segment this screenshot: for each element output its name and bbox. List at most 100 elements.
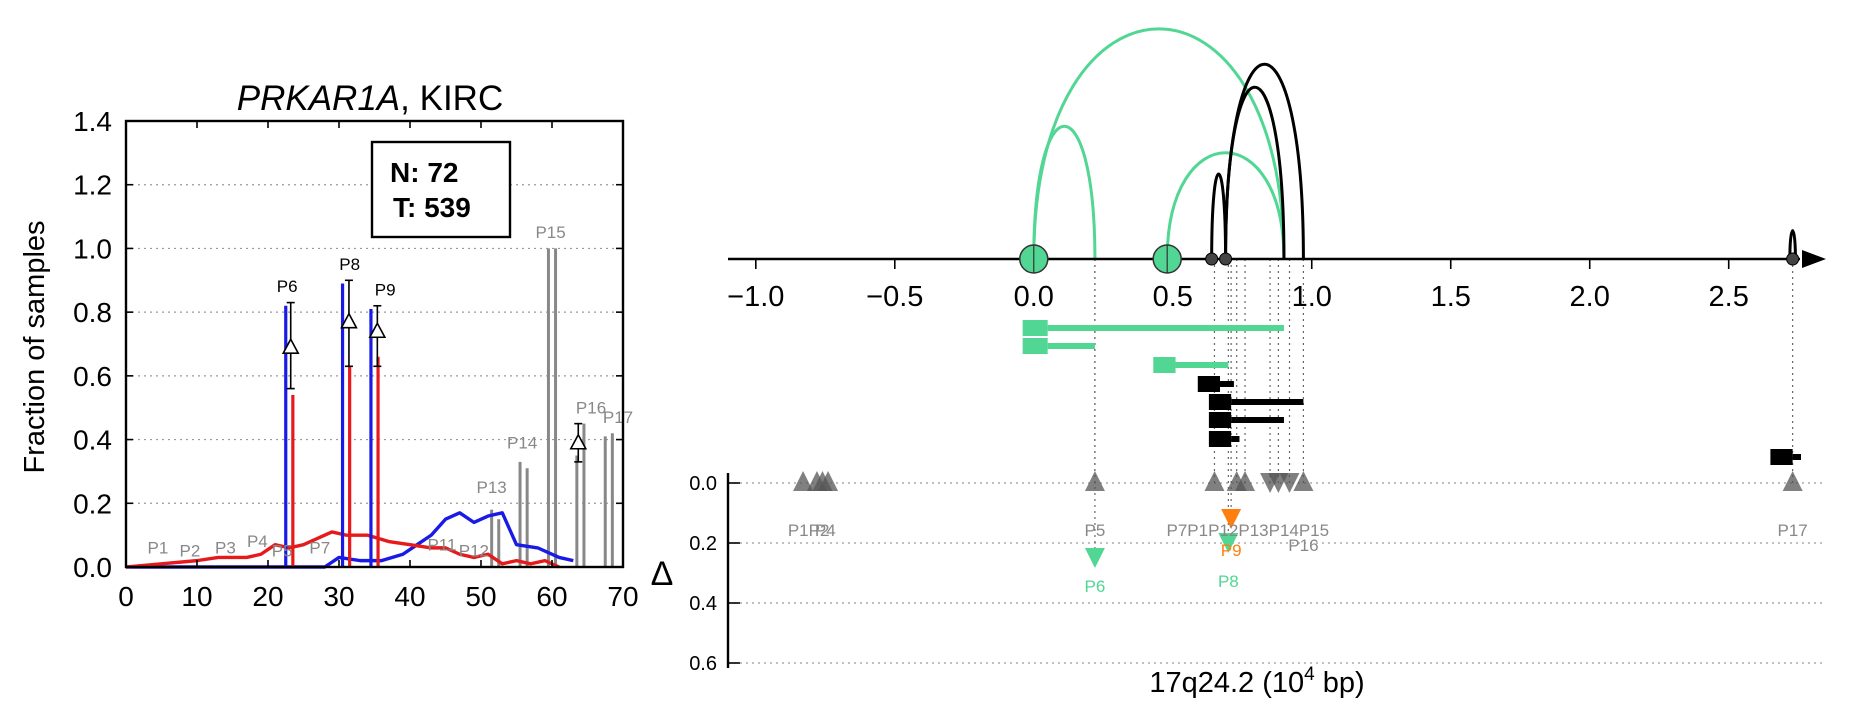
genomic-tick-label-2: 0.0 [1014, 281, 1054, 313]
peak-marker-label-7: P6 [1085, 577, 1106, 596]
site-dot-4 [1786, 252, 1800, 266]
splice-arcs [1032, 27, 1797, 260]
transcript-7 [1770, 449, 1801, 465]
peak-label-p4: P4 [247, 532, 268, 551]
peak-label-p13: P13 [477, 478, 507, 497]
genomic-tick-label-6: 2.0 [1570, 281, 1610, 313]
y-tick-label-4: 0.8 [73, 297, 112, 328]
delta-marker-1 [340, 279, 358, 368]
normal-count: N: 72 [390, 157, 458, 188]
genomic-axis-arrow [1802, 250, 1826, 268]
y-tick-label-0: 0.0 [73, 552, 112, 583]
transcript-6 [1208, 431, 1240, 447]
splice-arc-0 [1032, 125, 1097, 260]
splice-arc-6 [1788, 229, 1797, 260]
y-tick-label-6: 1.2 [73, 170, 112, 201]
peak-label-p15: P15 [535, 223, 565, 242]
peak-label-p9: P9 [375, 280, 396, 299]
peak-label-p12: P12 [459, 542, 489, 561]
peak-marker-label-3: P7P1P12P13P14P15 [1167, 521, 1330, 540]
peak-label-p5: P5 [272, 542, 293, 561]
peak-marker-p16 [1293, 471, 1314, 491]
chart-title-gene: PRKAR1A [237, 79, 400, 118]
peak-marker-label-1: P4 [815, 521, 836, 540]
genomic-tick-label-5: 1.5 [1431, 281, 1471, 313]
delta-tick-label-2: 0.4 [689, 593, 717, 615]
delta-grid [728, 482, 1826, 664]
x-axis-label-exp: 4 [1304, 664, 1315, 685]
peak-marker-p5 [1084, 471, 1105, 491]
genomic-tick-label-3: 0.5 [1153, 281, 1193, 313]
delta-marker-2 [368, 304, 387, 368]
delta-tick-label-1: 0.2 [689, 533, 717, 555]
x-tick-label-7: 70 [607, 581, 638, 612]
y-tick-label-5: 1.0 [73, 233, 112, 264]
delta-marker-0 [281, 301, 300, 390]
peak-marker-label-6: P8 [1218, 572, 1239, 591]
delta-tick-label-0: 0.0 [689, 473, 717, 495]
x-tick-label-0: 0 [118, 581, 134, 612]
delta-tick-label-3: 0.6 [689, 653, 717, 675]
left-grid [126, 184, 623, 504]
tumor-count: T: 539 [393, 192, 471, 223]
sample-count-box: N: 72 T: 539 [370, 140, 512, 239]
genomic-tick-label-0: −1.0 [727, 281, 784, 313]
y-axis-label: Fraction of samples [19, 220, 51, 473]
y-tick-label-7: 1.4 [73, 106, 112, 137]
y-tick-label-1: 0.2 [73, 488, 112, 519]
y-tick-label-2: 0.4 [73, 425, 112, 456]
peak-marker-label-5: P9 [1221, 541, 1242, 560]
peak-marker-label-0: P1P2 [788, 521, 830, 540]
transcripts [1022, 320, 1801, 465]
peak-label-p17: P17 [603, 408, 633, 427]
peak-marker-p9 [1221, 509, 1242, 529]
x-axis-label-main: 17q24.2 (10 [1149, 667, 1304, 699]
peak-marker-label-2: P5 [1085, 521, 1106, 540]
axis-ticks: 0 10 20 30 40 50 60 70 0.0 0.2 0.4 0.6 0.8 1.0 1.2 1.4 [73, 106, 639, 612]
genomic-tick-label-7: 2.5 [1709, 281, 1749, 313]
peak-markers [793, 471, 1803, 568]
delta-marker-3 [569, 422, 588, 463]
transcript-4 [1208, 394, 1304, 410]
peak-label-p16: P16 [576, 398, 606, 417]
genomic-tick-label-4: 1.0 [1292, 281, 1332, 313]
x-tick-label-5: 50 [465, 581, 496, 612]
site-dot-2 [1205, 252, 1219, 266]
normal-tumor-bars [284, 283, 380, 567]
splice-arc-2 [1165, 151, 1286, 260]
splice-arc-3 [1210, 172, 1228, 260]
peak-marker-p12 [1235, 471, 1256, 491]
peak-marker-p1 [793, 471, 814, 491]
peak-label-p11: P11 [427, 535, 456, 554]
delta-axis-label: Δ [651, 555, 674, 593]
genomic-axis: −1.0 −0.5 0.0 0.5 1.0 1.5 2.0 2.5 [727, 250, 1826, 313]
left-chart: PRKAR1A, KIRC Fraction of samples P1 P2 P3… [19, 79, 639, 612]
splice-arc-5 [1224, 63, 1305, 260]
peak-label-p6: P6 [277, 277, 298, 296]
site-markers [1019, 244, 1800, 274]
peak-marker-p8 [1218, 533, 1239, 553]
transcript-3 [1197, 376, 1234, 392]
plot-frame [124, 119, 625, 569]
peak-marker-label-4: P16 [1288, 536, 1318, 555]
peak-label-p8: P8 [339, 255, 360, 274]
peak-marker-p6 [1084, 548, 1105, 568]
chart-title: PRKAR1A, KIRC [237, 79, 503, 118]
peak-label-p14: P14 [507, 433, 537, 452]
x-tick-label-4: 40 [394, 581, 425, 612]
profile-lines [125, 511, 574, 569]
x-tick-label-2: 20 [252, 581, 283, 612]
x-tick-label-6: 60 [536, 581, 567, 612]
x-tick-label-1: 10 [181, 581, 212, 612]
peak-label-p7: P7 [309, 538, 330, 557]
peak-label-p3: P3 [215, 538, 236, 557]
peak-marker-p7 [1204, 471, 1225, 491]
sample-count-frame [370, 140, 512, 239]
y-tick-label-3: 0.6 [73, 361, 112, 392]
transcript-1 [1022, 338, 1095, 354]
transcript-2 [1153, 357, 1229, 373]
x-axis-label-tail: bp) [1315, 667, 1365, 699]
